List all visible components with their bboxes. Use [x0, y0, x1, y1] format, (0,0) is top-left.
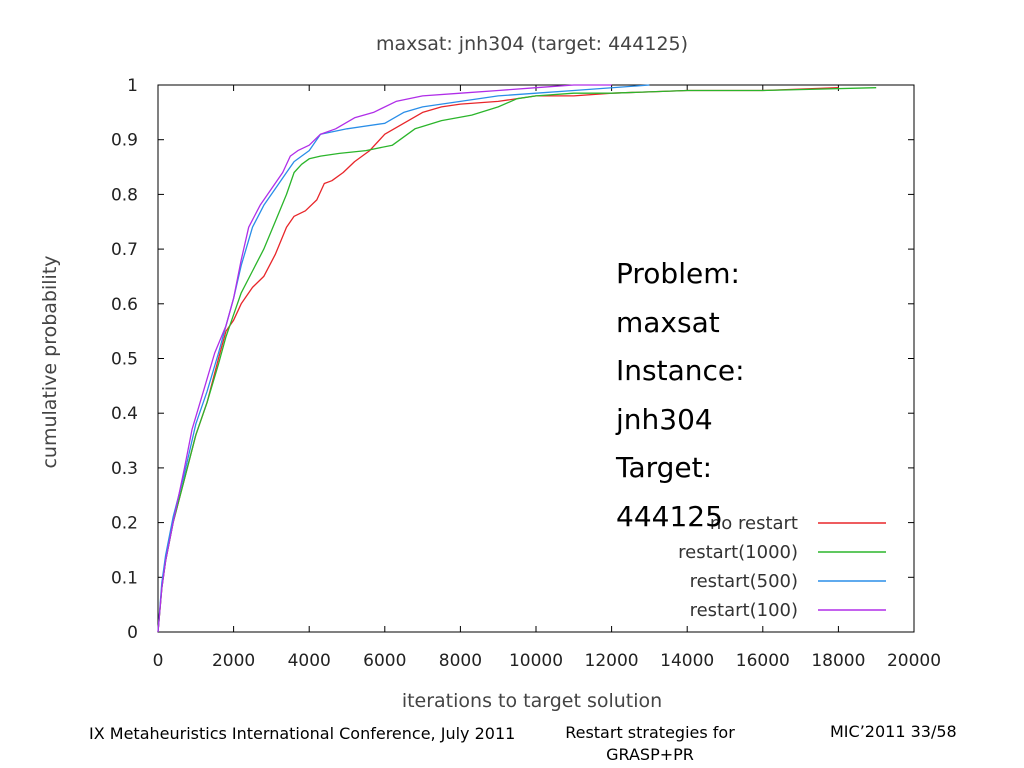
x-tick-label: 10000 [509, 651, 563, 671]
overlay-line: 444125 [616, 499, 723, 533]
y-tick-label: 0.6 [111, 295, 138, 315]
series-line-restart-100- [157, 84, 612, 633]
legend-label: restart(100) [690, 600, 798, 621]
x-tick-label: 16000 [736, 651, 790, 671]
y-tick-label: 0.7 [111, 240, 138, 260]
x-tick-label: 6000 [363, 651, 406, 671]
y-tick-label: 0.3 [111, 459, 138, 479]
y-tick-label: 0.5 [111, 350, 138, 370]
y-tick-label: 0.1 [111, 568, 138, 588]
y-tick-label: 1 [127, 76, 138, 96]
series-line-restart-1000- [157, 87, 877, 633]
x-tick-label: 14000 [660, 651, 714, 671]
legend-label: restart(1000) [678, 542, 798, 563]
overlay-line: jnh304 [616, 402, 713, 436]
y-tick-label: 0.4 [111, 404, 138, 424]
chart-title: maxsat: jnh304 (target: 444125) [376, 33, 688, 55]
x-tick-label: 20000 [887, 651, 941, 671]
footer-conference: IX Metaheuristics International Conferen… [89, 724, 516, 743]
footer-page-number: MIC’2011 33/58 [830, 722, 957, 741]
overlay-line: maxsat [616, 305, 720, 339]
footer-title-line: GRASP+PR [606, 745, 694, 764]
legend-label: no restart [710, 513, 798, 534]
y-tick-label: 0.9 [111, 131, 138, 151]
overlay-line: Problem: [616, 257, 740, 290]
problem-info-text: Problem: maxsat Instance: jnh304 Target:… [616, 250, 836, 541]
x-tick-label: 0 [153, 651, 164, 671]
x-tick-label: 8000 [439, 651, 482, 671]
x-axis-title: iterations to target solution [402, 690, 662, 712]
footer-title: Restart strategies for GRASP+PR [470, 722, 830, 766]
x-tick-label: 18000 [811, 651, 865, 671]
series-line-restart-500- [157, 84, 650, 633]
overlay-line: Target: [616, 451, 713, 484]
y-tick-label: 0 [127, 623, 138, 643]
y-tick-label: 0.2 [111, 514, 138, 534]
y-axis-title: cumulative probability [39, 255, 61, 468]
x-tick-label: 12000 [585, 651, 639, 671]
legend-label: restart(500) [690, 571, 798, 592]
x-tick-label: 2000 [212, 651, 255, 671]
y-tick-label: 0.8 [111, 185, 138, 205]
overlay-line: Instance: [616, 354, 745, 387]
x-tick-label: 4000 [288, 651, 331, 671]
footer-title-line: Restart strategies for [565, 723, 735, 742]
